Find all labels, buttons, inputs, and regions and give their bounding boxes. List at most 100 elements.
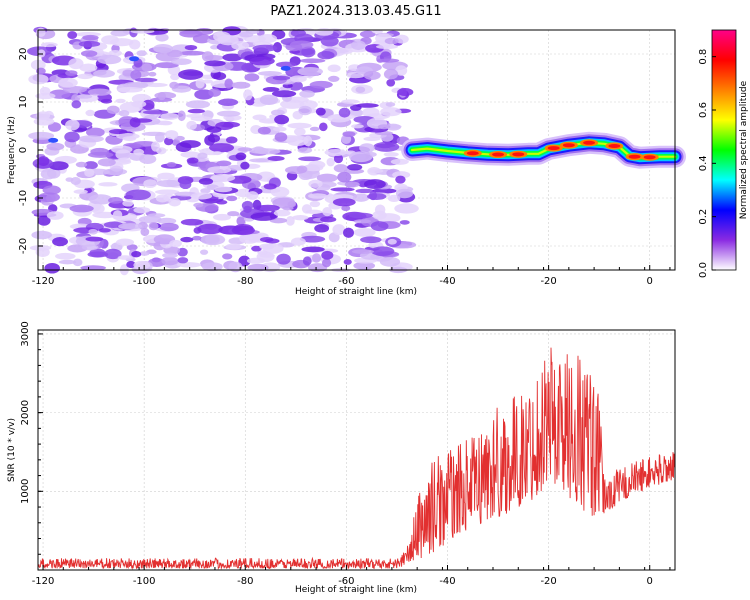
colorbar-tick-label: 0.2: [698, 209, 709, 225]
noise-blob: [70, 177, 81, 185]
noise-blob: [257, 71, 282, 76]
spectrogram-ytick-label: -20: [18, 238, 29, 254]
noise-blob: [257, 126, 271, 135]
noise-blob: [115, 98, 126, 104]
noise-blob: [351, 40, 366, 51]
noise-blob: [372, 29, 383, 34]
noise-blob: [247, 263, 269, 272]
spectrogram-xtick-label: -20: [540, 276, 556, 287]
noise-blob: [367, 168, 384, 174]
noise-blob: [72, 258, 83, 267]
spectrogram-noise: [27, 25, 419, 276]
noise-blob: [154, 62, 179, 69]
noise-blob: [315, 107, 326, 116]
spectrogram-ytick-label: 10: [18, 96, 29, 109]
noise-blob: [69, 204, 94, 213]
noise-blob: [171, 58, 192, 66]
noise-blob: [308, 179, 323, 189]
noise-blob: [100, 98, 113, 104]
noise-blob: [197, 152, 208, 160]
noise-blob: [65, 119, 80, 131]
noise-blob: [204, 134, 216, 146]
noise-blob: [286, 135, 309, 147]
noise-blob: [355, 188, 375, 194]
noise-blob: [116, 133, 140, 140]
noise-blob: [98, 228, 111, 233]
noise-blob: [226, 136, 238, 144]
noise-blob: [186, 120, 197, 130]
noise-blob: [309, 80, 333, 89]
ridge-peak-core: [562, 143, 575, 148]
noise-blob: [363, 136, 381, 142]
noise-blob: [197, 223, 223, 235]
noise-blob: [90, 147, 109, 156]
noise-blob: [384, 37, 399, 45]
noise-blob: [195, 78, 205, 89]
noise-blob: [352, 193, 370, 202]
noise-blob: [236, 216, 246, 226]
noise-blob: [157, 92, 166, 101]
noise-blob: [363, 70, 381, 80]
noise-blob: [243, 89, 253, 101]
spectrogram-xtick-label: -60: [338, 276, 354, 287]
noise-blob: [351, 84, 373, 95]
noise-blob: [274, 132, 288, 142]
ridge-peak-core: [643, 155, 656, 160]
noise-blob: [98, 182, 118, 187]
snr-grid: [38, 330, 675, 570]
noise-blob: [42, 185, 61, 195]
noise-blob: [297, 147, 313, 154]
snr-xtick-label: 0: [647, 576, 653, 587]
noise-blob: [338, 107, 351, 118]
noise-blob: [228, 261, 243, 273]
noise-blob: [239, 31, 254, 38]
noise-blob: [142, 110, 169, 115]
noise-blob: [373, 141, 400, 152]
noise-blob: [37, 156, 50, 167]
noise-blob: [222, 253, 233, 260]
noise-blob: [46, 142, 65, 151]
noise-blob: [299, 235, 326, 243]
spectrogram-xtick-label: -120: [32, 276, 55, 287]
ridge-peak-core: [512, 152, 525, 157]
noise-blob: [126, 82, 148, 88]
noise-blob: [252, 44, 278, 52]
spectrogram-xtick-label: -40: [439, 276, 455, 287]
noise-blob: [250, 212, 277, 221]
noise-blob: [209, 143, 235, 153]
noise-blob: [147, 213, 166, 218]
noise-blob: [122, 200, 134, 207]
noise-blob: [90, 203, 105, 214]
noise-blob: [309, 200, 321, 208]
noise-blob: [360, 236, 382, 244]
noise-blob: [118, 223, 143, 230]
noise-blob: [259, 94, 279, 106]
noise-blob: [355, 103, 379, 108]
noise-blob: [87, 88, 112, 96]
noise-blob: [80, 50, 98, 57]
ridge-peak-core: [466, 151, 479, 156]
snr-xlabel: Height of straight line (km): [295, 585, 417, 595]
noise-blob: [320, 35, 339, 47]
noise-blob: [138, 215, 162, 224]
noise-blob: [394, 203, 419, 214]
noise-blob: [287, 201, 297, 208]
noise-blob: [303, 164, 324, 172]
colorbar-tick-label: 0.6: [698, 102, 709, 118]
noise-blob: [216, 110, 241, 117]
noise-blob: [139, 251, 150, 256]
noise-blob: [78, 40, 101, 48]
noise-blob: [148, 71, 157, 77]
spectrogram-ylabel: Frequency (Hz): [7, 116, 17, 184]
noise-blob: [208, 88, 221, 97]
noise-blob: [267, 156, 285, 161]
noise-blob: [153, 234, 176, 245]
noise-blob: [240, 161, 250, 170]
noise-blob: [359, 143, 375, 153]
noise-blob: [370, 246, 395, 256]
noise-blob: [333, 154, 344, 164]
noise-blob: [88, 194, 113, 205]
noise-blob: [276, 253, 291, 265]
noise-blob: [185, 100, 211, 109]
noise-blob: [163, 137, 174, 146]
